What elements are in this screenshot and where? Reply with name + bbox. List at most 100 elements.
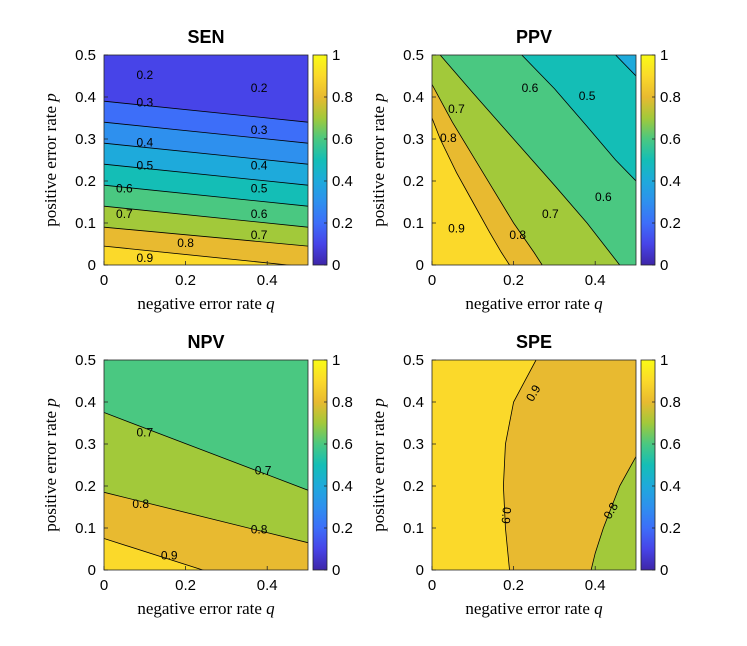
colorbar-tick-label: 0.6 <box>660 131 681 148</box>
contour-label: 0.8 <box>132 497 149 511</box>
contour-line-0.9 <box>104 245 292 265</box>
x-axis-label: negative error rate q <box>465 599 603 618</box>
contour-label: 0.9 <box>499 507 514 525</box>
y-tick-label: 0.3 <box>75 131 96 148</box>
panel-spe: 0.90.9 0.8 SPE 0 0.2 0.4 0 0.1 0.2 0.3 0.4 0.5 negat… <box>369 332 681 618</box>
panel-ppv: 0.9 0.8 0.8 0.7 0.7 0.6 0.6 0.5 PPV 0 0.2 0.4 0 0.1 0.… <box>369 27 681 313</box>
region-0.8 <box>104 492 308 570</box>
contour-label: 0.3 <box>251 123 268 137</box>
colorbar-tick-label: 0 <box>332 562 340 579</box>
region-0.9 <box>104 246 308 265</box>
panel-title: SEN <box>187 27 224 47</box>
contour-label: 0.4 <box>251 158 268 172</box>
contour-label: 0.6 <box>595 190 612 204</box>
colorbar <box>640 54 656 266</box>
colorbar-tick-label: 0.8 <box>660 394 681 411</box>
colorbar-tick-label: 0.8 <box>332 394 353 411</box>
contour-line-0.3 <box>104 121 308 144</box>
colorbar <box>640 359 656 571</box>
y-tick-label: 0 <box>416 562 424 579</box>
axes-frame <box>431 54 637 266</box>
colorbar-tick-label: 0.6 <box>660 436 681 453</box>
contour-label: 0.9 <box>161 548 178 562</box>
plot-area: 0.20.20.30.30.40.40.50.50.60.60.70.70.80… <box>104 55 308 265</box>
y-tick-label: 0.4 <box>75 89 96 106</box>
contour-line-0.7 <box>104 205 308 228</box>
y-tick-label: 0 <box>88 562 96 579</box>
contour-line-0.8 <box>432 84 543 265</box>
panel-title: PPV <box>516 27 552 47</box>
contour-label: 0.4 <box>136 135 153 149</box>
x-tick-label: 0.2 <box>503 577 524 594</box>
contour-line-0.8 <box>590 456 636 570</box>
contour-label: 0.9 <box>136 251 153 265</box>
contour-label: 0.6 <box>522 81 539 95</box>
y-tick-label: 0.5 <box>75 352 96 369</box>
contour-label: 0.8 <box>440 131 457 145</box>
colorbar-tick-label: 0.8 <box>660 89 681 106</box>
y-axis-variable: p <box>369 398 388 408</box>
x-tick-label: 0.4 <box>257 272 278 289</box>
x-axis-label: negative error rate q <box>465 294 603 313</box>
contour-line-0.5 <box>104 163 308 186</box>
y-tick-label: 0.4 <box>403 89 424 106</box>
contour-label: 0.8 <box>251 522 268 536</box>
y-tick-label: 0.3 <box>75 436 96 453</box>
region-0.9 <box>104 538 308 570</box>
x-axis-label: negative error rate q <box>137 294 275 313</box>
colorbar-tick-label: 0.2 <box>332 520 353 537</box>
y-tick-label: 0.2 <box>403 173 424 190</box>
contour-line-0.8 <box>104 226 308 247</box>
contour-line-0.9 <box>104 538 205 570</box>
y-tick-label: 0 <box>88 257 96 274</box>
x-axis-variable: q <box>594 294 603 313</box>
contour-label: 0.8 <box>509 228 526 242</box>
x-tick-label: 0.2 <box>175 272 196 289</box>
y-tick-label: 0.4 <box>75 394 96 411</box>
y-axis-label: positive error rate p <box>41 93 60 227</box>
y-tick-label: 0.3 <box>403 131 424 148</box>
axes-frame <box>431 359 637 571</box>
contour-label: 0.2 <box>251 81 268 95</box>
x-axis-variable: q <box>594 599 603 618</box>
contour-line-0.9 <box>432 117 510 265</box>
y-tick-label: 0.5 <box>75 47 96 64</box>
colorbar-tick-label: 0.4 <box>660 478 681 495</box>
y-tick-label: 0.1 <box>75 215 96 232</box>
colorbar-tick-label: 1 <box>332 47 340 64</box>
contour-label: 0.7 <box>116 207 133 221</box>
y-tick-label: 0.1 <box>75 520 96 537</box>
region-0.5 <box>432 55 636 265</box>
x-tick-label: 0.4 <box>585 272 606 289</box>
contour-line-0.7 <box>439 55 620 265</box>
x-tick-label: 0.4 <box>257 577 278 594</box>
region-0.8 <box>503 360 636 570</box>
y-tick-label: 0.1 <box>403 215 424 232</box>
x-tick-label: 0.4 <box>585 577 606 594</box>
colorbar-tick-label: 0.2 <box>332 215 353 232</box>
y-tick-label: 0.4 <box>403 394 424 411</box>
colorbar-tick-label: 0 <box>332 257 340 274</box>
contour-label: 0.5 <box>136 158 153 172</box>
contour-label: 0.9 <box>448 221 465 235</box>
colorbar-tick-label: 0 <box>660 562 668 579</box>
contour-label: 0.5 <box>251 182 268 196</box>
colorbar <box>312 54 328 266</box>
contour-line-0.8 <box>104 491 308 544</box>
y-tick-label: 0.3 <box>403 436 424 453</box>
x-axis-variable: q <box>266 294 275 313</box>
contour-label: 0.7 <box>542 207 559 221</box>
contour-label: 0.7 <box>251 228 268 242</box>
colorbar-tick-label: 1 <box>660 352 668 369</box>
y-tick-label: 0.2 <box>403 478 424 495</box>
y-tick-label: 0.2 <box>75 478 96 495</box>
y-axis-label: positive error rate p <box>369 93 388 227</box>
contour-label: 0.6 <box>116 182 133 196</box>
y-tick-label: 0 <box>416 257 424 274</box>
x-tick-label: 0.2 <box>503 272 524 289</box>
y-axis-label: positive error rate p <box>41 398 60 532</box>
colorbar-tick-label: 0 <box>660 257 668 274</box>
x-tick-label: 0 <box>100 272 108 289</box>
contour-label: 0.7 <box>255 463 272 477</box>
